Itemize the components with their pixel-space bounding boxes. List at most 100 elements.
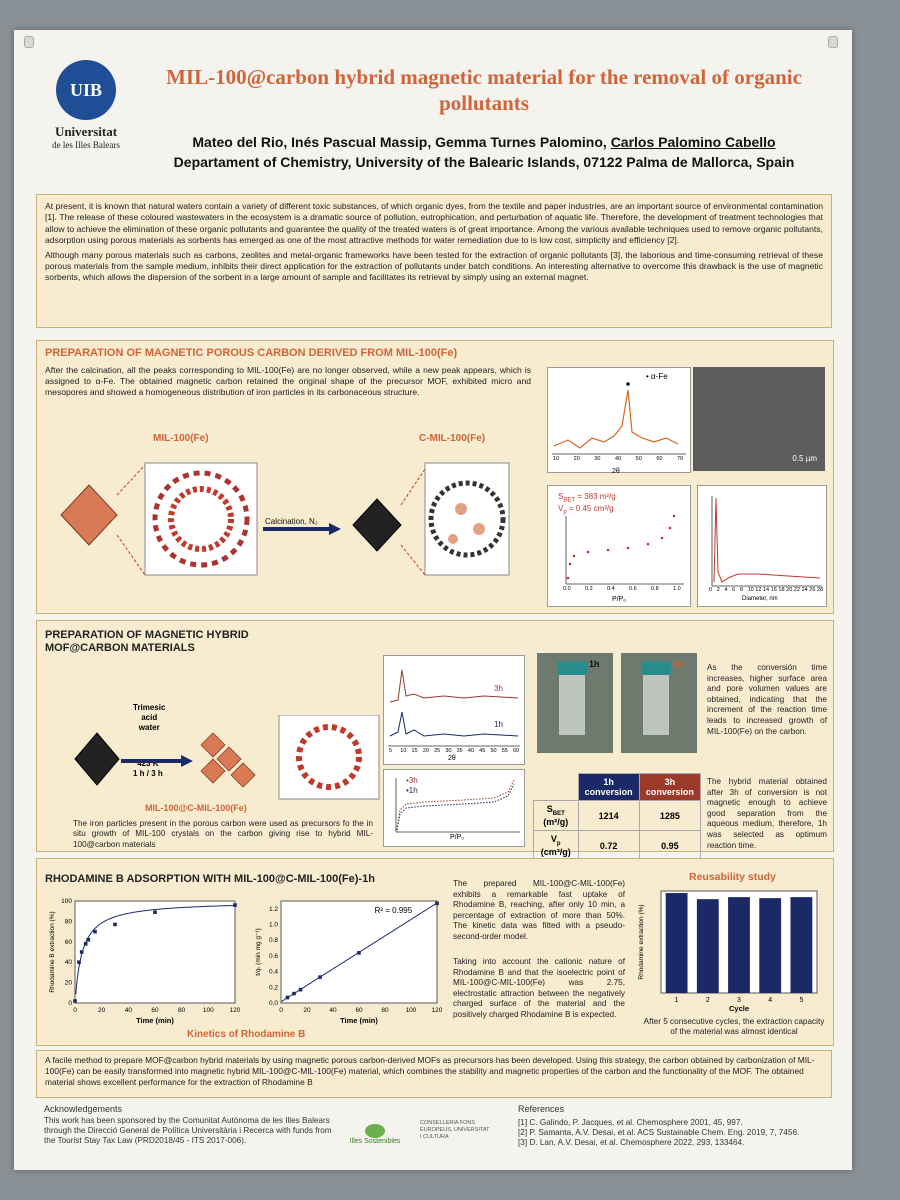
y-tick-label: 60	[65, 939, 73, 946]
tick-label: 6	[732, 587, 736, 593]
illes-sostenibles-logo: Illes Sostenibles	[346, 1124, 404, 1145]
tick-label: 35	[456, 748, 463, 754]
tick-label: 4	[724, 587, 728, 593]
tick-label: 30	[445, 748, 452, 754]
isoelectric-text: Taking into account the cationic nature …	[453, 957, 625, 1019]
data-point	[77, 960, 81, 964]
reusability-chart: 1 2 3 4 5 Cycle Rhodamine extraction (%)	[638, 890, 818, 1013]
r-squared-label: R² = 0.995	[375, 906, 413, 915]
kinetics-label: Kinetics of Rhodamine B	[187, 1029, 306, 1040]
intro-paragraph: Although many porous materials such as c…	[45, 249, 823, 283]
authors: Mateo del Rio, Inés Pascual Massip, Gemm…	[192, 134, 611, 150]
tick-label: 10	[400, 748, 407, 754]
x-tick-label: 1	[675, 997, 679, 1004]
pin	[828, 36, 838, 48]
section-hybrid: PREPARATION OF MAGNETIC HYBRID MOF@CARBON…	[36, 620, 834, 861]
y-tick-label: 40	[65, 959, 73, 966]
data-point	[153, 910, 157, 915]
tick-label: 15	[411, 748, 418, 754]
y-axis-label: Rhodamine B extraction (%)	[49, 911, 56, 992]
data-point	[285, 995, 290, 1000]
x-tick-label: 0	[73, 1007, 77, 1014]
tick-label: 24	[801, 587, 808, 593]
reusability-text: After 5 consecutive cycles, the extracti…	[643, 1017, 825, 1037]
tick-label: 10	[553, 456, 560, 462]
y-tick-label: 0.8	[269, 937, 278, 944]
psd-ticks: 0 2 4 6 8 10 12 14 16 18 20 22 24 26 28	[698, 587, 826, 597]
mof-label: MIL-100(Fe)	[153, 433, 209, 444]
x-tick-label: 20	[303, 1007, 311, 1014]
tick-label: 50	[490, 748, 497, 754]
x-tick-label: 0	[279, 1007, 283, 1014]
hybrid-xrd-chart	[388, 669, 520, 747]
tick-label: 0	[709, 587, 713, 593]
y-axis-label: t/qₜ (min mg g⁻¹)	[255, 928, 262, 976]
bar	[728, 897, 750, 993]
tick-label: 45	[479, 748, 486, 754]
x-tick-label: 100	[203, 1007, 214, 1014]
sbet-3h: 1285	[638, 800, 702, 831]
ack-text: This work has been sponsored by the Comu…	[44, 1116, 332, 1145]
tick-label: 0.2	[585, 586, 593, 592]
intro-paragraph: At present, it is known that natural wat…	[45, 201, 823, 246]
conselleria-logo: CONSELLERIA FONS EUROPEUS, UNIVERSITAT I…	[420, 1120, 490, 1140]
affiliation: Departament of Chemistry, University of …	[173, 154, 795, 170]
introduction: At present, it is known that natural wat…	[36, 194, 832, 328]
y-tick-label: 20	[65, 980, 73, 987]
hybrid-isotherm-chart	[395, 778, 520, 833]
x-tick-label: 40	[329, 1007, 337, 1014]
data-point	[86, 937, 91, 942]
hybrid-xrd-xlabel: 2θ	[448, 755, 456, 762]
section-heading: RHODAMINE B ADSORPTION WITH MIL-100@C-MI…	[45, 873, 375, 885]
tick-label: 0.8	[651, 586, 659, 592]
tick-label: 16	[770, 587, 777, 593]
university-name: Universitat	[54, 124, 118, 139]
carbon-label: C-MIL-100(Fe)	[419, 433, 486, 444]
hybrid-label: MIL-100@C-MIL-100(Fe)	[145, 803, 247, 813]
y-tick-label: 0.2	[269, 984, 278, 991]
photo-3h: 3h	[621, 653, 697, 753]
tick-label: 55	[501, 748, 508, 754]
pseudo-second-order-chart: 0 20 40 60 80 100 120 0.0 0.2 0.4 0.6 0.8 1.0 1.2 Time…	[255, 900, 443, 1025]
reference: [1] C. Galindo, P. Jacques, et al. Chemo…	[518, 1118, 743, 1127]
synthesis-scheme	[60, 462, 510, 576]
pin	[24, 36, 34, 48]
hybrid-scheme	[74, 715, 380, 800]
x-tick-label: 60	[151, 1007, 159, 1014]
authors-block: Mateo del Rio, Inés Pascual Massip, Gemm…	[134, 132, 834, 172]
x-axis-label: Time (min)	[136, 1016, 174, 1025]
x-axis-label: Time (min)	[340, 1016, 378, 1025]
row-sbet: SBET (m²/g)	[533, 800, 579, 831]
x-tick-label: 60	[355, 1007, 363, 1014]
reference: [3] D. Lan, A.V. Desai, et al. Chemosphe…	[518, 1138, 745, 1147]
col-3h: 3h conversion	[638, 773, 702, 801]
carbon-structure	[424, 462, 510, 576]
bar	[759, 898, 782, 993]
footer: Acknowledgements This work has been spon…	[36, 1102, 832, 1170]
tick-label: 2	[716, 587, 720, 593]
tick-label: 18	[778, 587, 785, 593]
isotherm-chart	[565, 514, 684, 585]
bet-area: SBET = 383 m²/g	[558, 492, 616, 504]
conversion-text: As the conversión time increases, higher…	[707, 663, 827, 736]
references-title: References	[518, 1104, 565, 1114]
iso-3h-label: •3h	[406, 776, 418, 785]
hybrid-iso-xlabel: P/P₀	[450, 834, 465, 841]
data-point	[83, 942, 88, 946]
hybrid-text: The iron particles present in the porous…	[73, 819, 373, 849]
y-tick-label: 100	[61, 898, 72, 905]
fit-curve	[75, 905, 235, 995]
tick-label: 40	[467, 748, 475, 754]
alpha-fe-legend: • α-Fe	[646, 372, 668, 381]
xrd-panel: • α-Fe 10 20 30 40 50 60 70 2θ	[547, 367, 691, 475]
psd-chart	[711, 496, 822, 587]
x-tick-label: 120	[432, 1007, 443, 1014]
vp-3h: 0.95	[638, 830, 702, 861]
data-point	[298, 987, 303, 992]
poster-title: MIL-100@carbon hybrid magnetic material …	[166, 65, 802, 115]
tick-label: 20	[786, 587, 793, 593]
tick-label: 60	[513, 748, 520, 754]
y-tick-label: 80	[65, 918, 73, 925]
psd-panel: 0 2 4 6 8 10 12 14 16 18 20 22 24 26 28 Diameter, nm	[697, 485, 827, 607]
y-tick-label: 0.4	[269, 969, 278, 976]
